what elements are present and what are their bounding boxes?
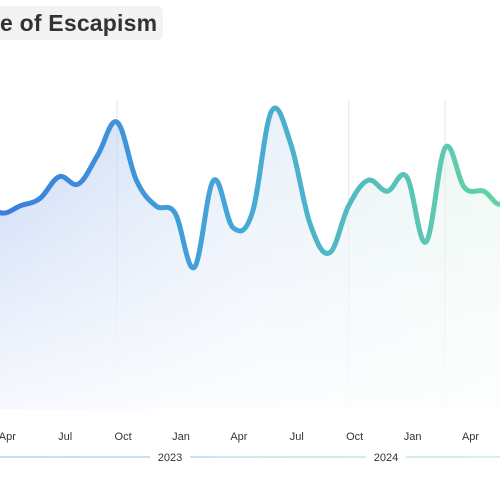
x-tick-label: Jul (58, 431, 72, 443)
data-point (404, 174, 409, 179)
data-point (211, 178, 216, 183)
data-point (327, 250, 332, 255)
data-point (18, 203, 23, 208)
data-point (443, 145, 448, 150)
x-tick-label: Jan (172, 431, 190, 443)
data-point (423, 240, 428, 245)
data-point (462, 185, 467, 190)
x-tick-label: Apr (462, 431, 479, 443)
x-tick-label: Oct (346, 431, 363, 443)
data-point (250, 210, 255, 215)
x-tick-label: Jul (290, 431, 304, 443)
series-line (0, 105, 500, 270)
data-point (269, 109, 274, 114)
data-point (192, 265, 197, 270)
x-tick-label: Apr (230, 431, 247, 443)
data-point (153, 203, 158, 208)
chart-title-card: e of Escapism (0, 6, 164, 40)
data-point (230, 225, 235, 230)
data-point (366, 178, 371, 183)
area-fade (0, 108, 500, 409)
x-tick-label: Jan (404, 431, 422, 443)
data-point (76, 181, 81, 186)
data-point (385, 189, 390, 194)
data-point (115, 120, 120, 125)
x-tick-label: Apr (0, 431, 16, 443)
year-label-bg (150, 449, 190, 465)
data-point (481, 189, 486, 194)
year-label: 2023 (158, 452, 182, 464)
data-point (95, 152, 100, 157)
data-point (134, 178, 139, 183)
data-point (173, 210, 178, 215)
data-point (37, 196, 42, 201)
year-label: 2024 (374, 452, 398, 464)
data-point (288, 142, 293, 147)
data-point (57, 174, 62, 179)
data-point (308, 221, 313, 226)
data-point (346, 203, 351, 208)
chart-title: e of Escapism (0, 9, 158, 36)
x-tick-label: Oct (115, 431, 132, 443)
year-label-bg (366, 449, 406, 465)
